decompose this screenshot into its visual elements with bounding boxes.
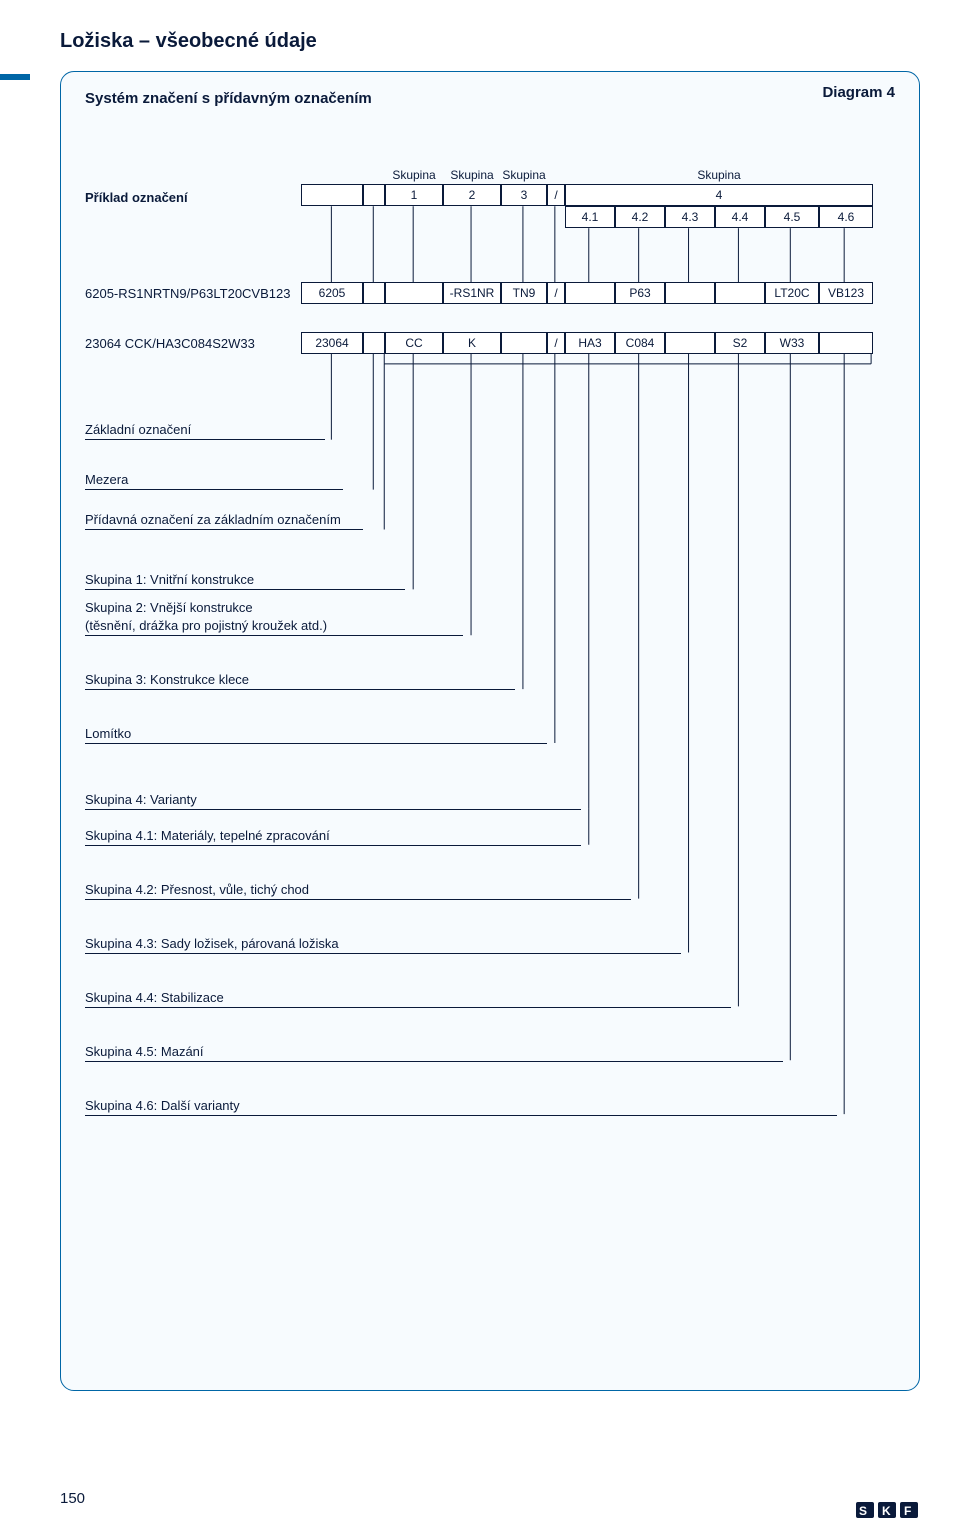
row2-s42: C084 [615, 332, 665, 354]
hdr-space [363, 184, 385, 206]
row1-s45: LT20C [765, 282, 819, 304]
hdr-g4-top: Skupina [565, 168, 873, 182]
hdr-g1-top: Skupina [385, 168, 443, 182]
row2-s44: S2 [715, 332, 765, 354]
row2-base: 23064 [301, 332, 363, 354]
row1-space [363, 282, 385, 304]
row1-s42: P63 [615, 282, 665, 304]
row2-g2: K [443, 332, 501, 354]
skf-logo-icon: S K F [856, 1500, 920, 1520]
lbl-s46: Skupina 4.6: Další varianty [85, 1098, 837, 1116]
hdr-g1: 1 [385, 184, 443, 206]
hdr-base [301, 184, 363, 206]
row1-s43 [665, 282, 715, 304]
lbl-g2a: Skupina 2: Vnější konstrukce [85, 600, 463, 617]
row2-s46 [819, 332, 873, 354]
row1-g2: -RS1NR [443, 282, 501, 304]
svg-text:F: F [904, 1504, 911, 1518]
lbl-g3: Skupina 3: Konstrukce klece [85, 672, 515, 690]
card-subtitle: Systém značení s přídavným označením [85, 90, 895, 107]
row1-base: 6205 [301, 282, 363, 304]
accent-bar [0, 74, 30, 80]
page-title: Ložiska – všeobecné údaje [60, 30, 920, 53]
hdr-s46: 4.6 [819, 206, 873, 228]
row2-s45: W33 [765, 332, 819, 354]
lbl-space: Mezera [85, 472, 343, 490]
hdr-s42: 4.2 [615, 206, 665, 228]
lbl-s41: Skupina 4.1: Materiály, tepelné zpracová… [85, 828, 581, 846]
row2-space [363, 332, 385, 354]
lbl-s45: Skupina 4.5: Mazání [85, 1044, 783, 1062]
lbl-s42: Skupina 4.2: Přesnost, vůle, tichý chod [85, 882, 631, 900]
hdr-g3: 3 [501, 184, 547, 206]
hdr-s45: 4.5 [765, 206, 819, 228]
row2-s41: HA3 [565, 332, 615, 354]
example-label: Příklad označení [85, 190, 255, 207]
svg-text:S: S [859, 1504, 867, 1518]
row2-slash: / [547, 332, 565, 354]
hdr-slash: / [547, 184, 565, 206]
lbl-slash: Lomítko [85, 726, 547, 744]
hdr-g2-top: Skupina [443, 168, 501, 182]
lbl-s44: Skupina 4.4: Stabilizace [85, 990, 731, 1008]
svg-text:K: K [882, 1504, 891, 1518]
row1-g1 [385, 282, 443, 304]
diagram-card: Systém značení s přídavným označením Dia… [60, 71, 920, 1391]
row1-s46: VB123 [819, 282, 873, 304]
row2-s43 [665, 332, 715, 354]
page-number: 150 [60, 1490, 85, 1507]
hdr-g2: 2 [443, 184, 501, 206]
hdr-s44: 4.4 [715, 206, 765, 228]
row1-s44 [715, 282, 765, 304]
row2-name: 23064 CCK/HA3C084S2W33 [85, 332, 295, 354]
row1-slash: / [547, 282, 565, 304]
row1-s41 [565, 282, 615, 304]
hdr-s41: 4.1 [565, 206, 615, 228]
lbl-g4: Skupina 4: Varianty [85, 792, 581, 810]
row1-name: 6205-RS1NRTN9/P63LT20CVB123 [85, 282, 295, 304]
lbl-suffix: Přídavná označení za základním označením [85, 512, 363, 530]
lbl-g2b: (těsnění, drážka pro pojistný kroužek at… [85, 618, 463, 636]
hdr-g4: 4 [565, 184, 873, 206]
lbl-g1: Skupina 1: Vnitřní konstrukce [85, 572, 405, 590]
diagram-number: Diagram 4 [822, 84, 895, 101]
lbl-s43: Skupina 4.3: Sady ložisek, párovaná loži… [85, 936, 681, 954]
hdr-s43: 4.3 [665, 206, 715, 228]
hdr-g3-top: Skupina [501, 168, 547, 182]
row2-g3 [501, 332, 547, 354]
row1-g3: TN9 [501, 282, 547, 304]
lbl-basic: Základní označení [85, 422, 325, 440]
row2-g1: CC [385, 332, 443, 354]
